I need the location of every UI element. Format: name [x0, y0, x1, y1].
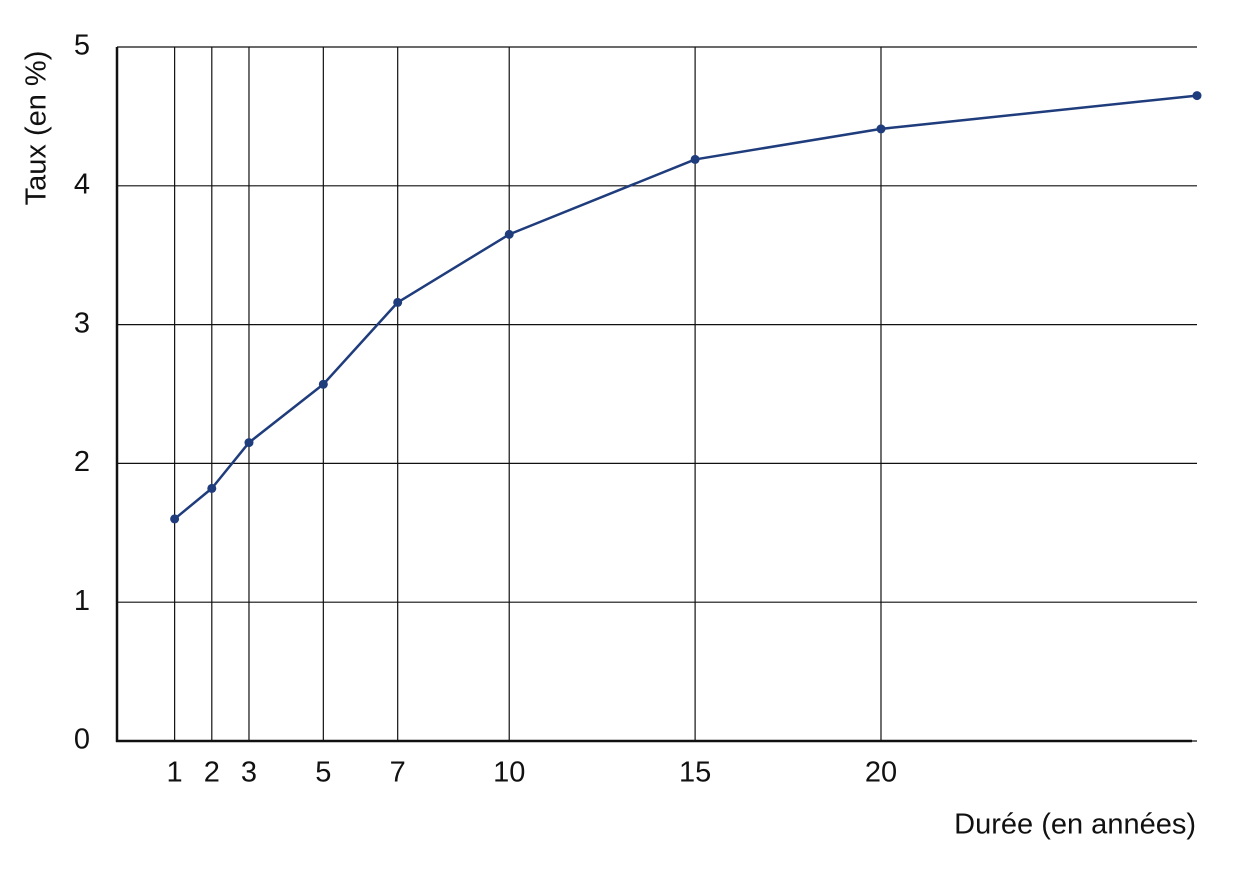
data-point — [1192, 91, 1202, 101]
x-tick-label: 7 — [390, 757, 406, 789]
x-tick-label: 15 — [679, 757, 711, 789]
data-point — [244, 438, 254, 448]
data-point — [318, 379, 328, 389]
y-tick-label: 4 — [74, 168, 90, 200]
x-tick-label: 1 — [167, 757, 183, 789]
data-point — [690, 154, 700, 164]
y-axis-label: Taux (en %) — [21, 51, 53, 206]
y-tick-label: 3 — [74, 307, 90, 339]
data-point — [393, 297, 403, 307]
data-point — [170, 514, 180, 524]
data-point — [207, 483, 217, 493]
x-axis-label: Durée (en années) — [954, 809, 1196, 841]
data-point — [504, 229, 514, 239]
data-point — [876, 124, 886, 134]
data-line — [173, 94, 1198, 520]
y-tick-label: 2 — [74, 446, 90, 478]
x-tick-label: 3 — [241, 757, 257, 789]
y-tick-label: 5 — [74, 30, 90, 62]
y-tick-label: 0 — [74, 724, 90, 756]
x-tick-label: 2 — [204, 757, 220, 789]
x-tick-label: 10 — [493, 757, 525, 789]
y-tick-label: 1 — [74, 585, 90, 617]
x-tick-label: 20 — [865, 757, 897, 789]
x-tick-label: 5 — [315, 757, 331, 789]
